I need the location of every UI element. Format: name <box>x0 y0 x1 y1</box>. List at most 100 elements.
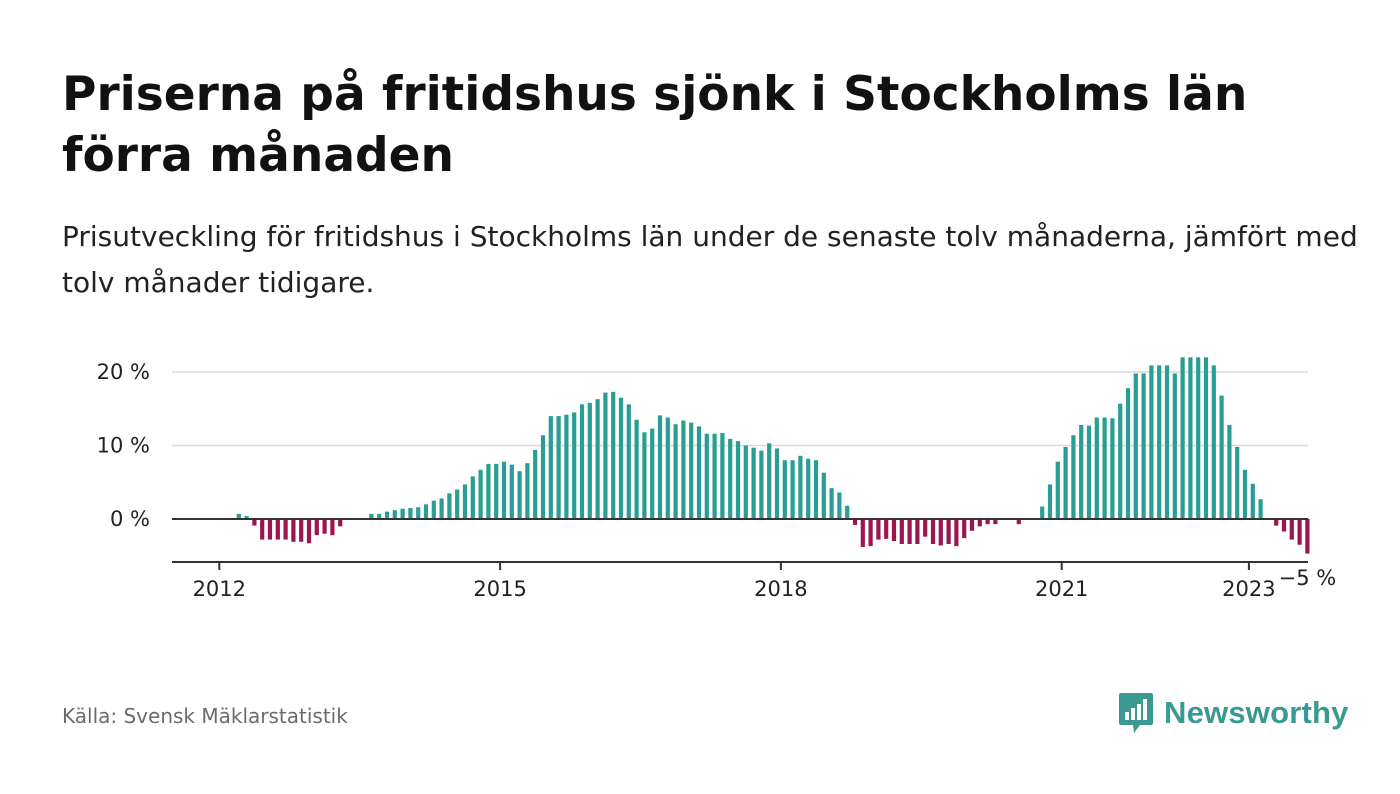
bar <box>876 519 881 540</box>
bar <box>1164 365 1170 519</box>
bar <box>548 416 553 519</box>
brand-logo[interactable]: Newsworthy <box>1118 690 1349 736</box>
page-title: Priserna på fritidshus sjönk i Stockholm… <box>62 67 1248 183</box>
bar <box>244 516 249 519</box>
bar <box>1125 388 1131 519</box>
brand-name: Newsworthy <box>1164 695 1349 730</box>
bar <box>704 433 709 519</box>
bar <box>1305 519 1310 554</box>
bar <box>650 428 655 519</box>
bar <box>954 519 959 547</box>
bar <box>1133 373 1138 519</box>
bar <box>712 433 717 519</box>
bar <box>587 402 592 519</box>
bar <box>720 433 725 519</box>
bar <box>767 443 772 519</box>
bar <box>1180 357 1185 519</box>
bar <box>1149 365 1154 519</box>
y-tick-label: 10 % <box>97 434 150 458</box>
bar <box>1141 373 1146 519</box>
bar <box>314 519 319 536</box>
bar <box>572 412 577 519</box>
bar <box>626 404 631 519</box>
bar <box>891 519 897 542</box>
bar <box>1258 499 1263 519</box>
bar <box>1281 519 1287 532</box>
bar <box>408 507 413 519</box>
bar <box>439 498 444 519</box>
bar <box>509 464 514 519</box>
bar <box>392 510 397 519</box>
bar <box>689 422 694 519</box>
bar <box>993 519 998 525</box>
x-tick-label: 2023 <box>1222 577 1275 601</box>
bar <box>696 426 702 519</box>
bar <box>1297 519 1302 545</box>
bar <box>1188 357 1193 519</box>
y-tick-label: 0 % <box>110 507 150 531</box>
bar <box>899 519 904 544</box>
bar <box>306 519 312 544</box>
bar <box>618 397 624 519</box>
bar <box>1079 424 1084 519</box>
bar <box>681 420 686 519</box>
bar <box>267 519 273 540</box>
bar <box>462 484 468 519</box>
bar <box>806 458 811 519</box>
bar <box>860 519 865 547</box>
bar <box>1118 403 1123 519</box>
bar <box>751 447 756 519</box>
bar <box>735 441 741 519</box>
x-tick-label: 2018 <box>754 577 807 601</box>
bar <box>798 455 803 519</box>
bar <box>1211 365 1216 519</box>
bar <box>728 438 733 519</box>
bar <box>985 519 990 525</box>
bar <box>829 488 834 519</box>
axis-layer: 20 % 10 % 0 % 2012 2015 2018 2021 2023 <box>97 360 1308 601</box>
bar <box>1203 357 1209 519</box>
page-subtitle: Prisutveckling för fritidshus i Stockhol… <box>62 220 1358 299</box>
bar <box>603 392 608 519</box>
bar <box>1055 461 1060 519</box>
bar <box>595 399 600 519</box>
bar <box>369 513 374 519</box>
bar <box>1227 424 1232 519</box>
bar <box>915 519 920 544</box>
bar <box>447 493 452 519</box>
bar <box>478 469 483 519</box>
bar <box>969 519 975 531</box>
bar <box>813 460 819 519</box>
bar <box>525 463 530 519</box>
bar <box>1094 417 1099 519</box>
bar <box>1219 395 1224 519</box>
bar <box>782 460 787 519</box>
bar <box>564 414 569 519</box>
bar <box>486 463 491 520</box>
bar <box>517 471 522 519</box>
bar <box>868 519 873 547</box>
bar <box>837 492 842 519</box>
bar <box>431 500 436 520</box>
bar <box>423 504 429 519</box>
bar <box>494 463 499 520</box>
bar <box>400 508 405 519</box>
bar <box>642 432 647 519</box>
y-tick-label: 20 % <box>97 360 150 384</box>
bar-chart: 20 % 10 % 0 % 2012 2015 2018 2021 2023 −5 % <box>97 357 1336 601</box>
bar <box>611 391 616 519</box>
bar <box>416 507 421 519</box>
bar <box>774 448 780 519</box>
x-tick-label: 2021 <box>1035 577 1088 601</box>
bar <box>252 519 257 526</box>
bar <box>907 519 912 544</box>
bar <box>930 519 936 544</box>
bar <box>299 519 304 542</box>
bar <box>540 435 546 519</box>
bar <box>1063 446 1068 519</box>
bar <box>455 489 460 519</box>
bar <box>977 519 982 527</box>
bar <box>759 450 764 519</box>
bar <box>470 476 475 519</box>
bar <box>1040 506 1045 519</box>
